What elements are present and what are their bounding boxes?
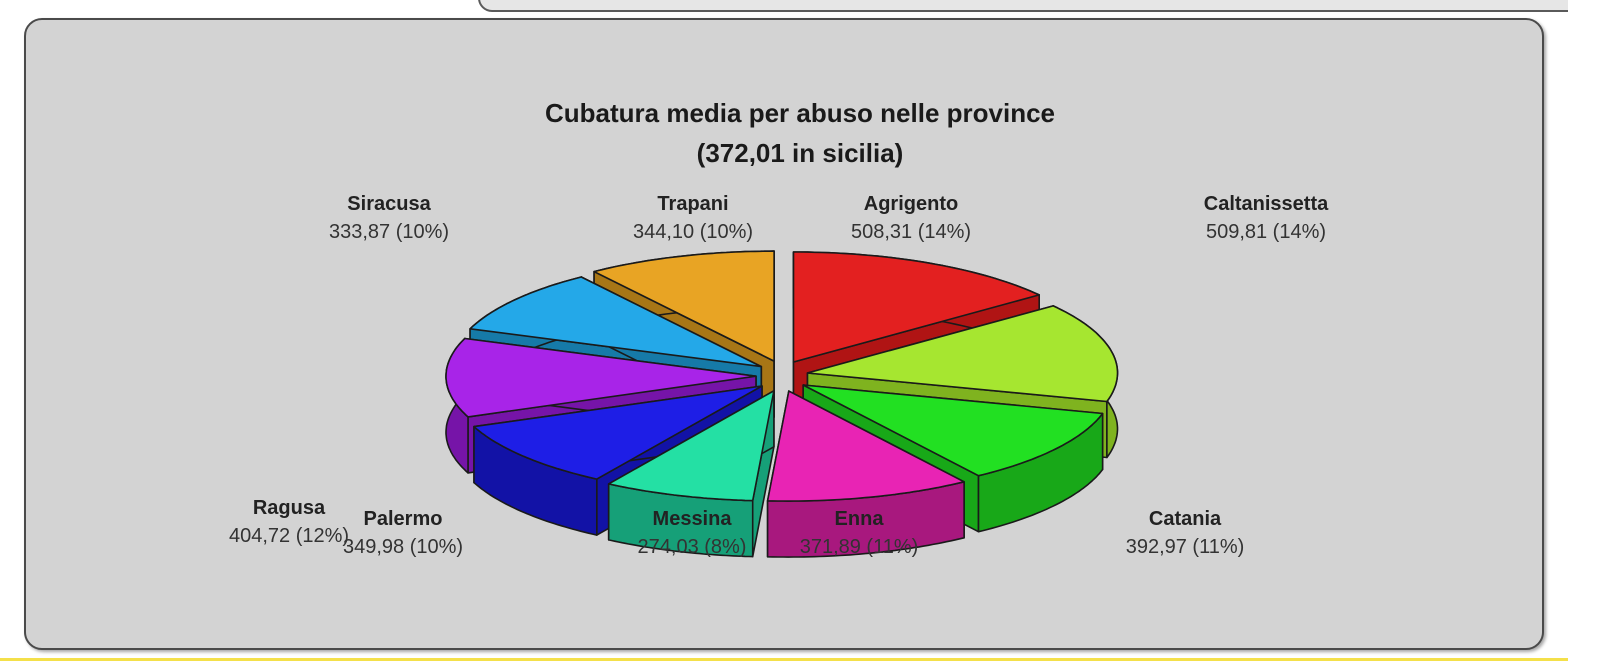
slice-value: 274,03 (8%) <box>637 536 747 558</box>
slice-top-trapani <box>593 250 775 362</box>
slice-label-catania: Catania 392,97 (11%) <box>1126 505 1245 561</box>
slice-value: 508,31 (14%) <box>850 221 972 243</box>
slice-name: Ragusa <box>252 497 326 519</box>
slice-name: Palermo <box>363 508 443 530</box>
slice-value: 333,87 (10%) <box>328 221 450 243</box>
slice-name: Catania <box>1148 508 1222 530</box>
slice-top-ragusa <box>445 337 757 418</box>
chart-title: Cubatura media per abuso nelle province <box>544 98 1056 128</box>
slice-label-siracusa: Siracusa 333,87 (10%) <box>329 190 449 246</box>
slice-name: Messina <box>652 508 732 530</box>
slice-value: 371,89 (11%) <box>799 536 919 558</box>
slice-label-caltanissetta: Caltanissetta 509,81 (14%) <box>1204 190 1329 246</box>
slice-value: 404,72 (12%) <box>228 525 350 547</box>
slice-name: Caltanissetta <box>1203 193 1329 215</box>
slice-label-palermo: Palermo 349,98 (10%) <box>343 505 463 561</box>
slice-name: Siracusa <box>347 193 431 215</box>
slice-value: 392,97 (11%) <box>1125 536 1245 558</box>
right-margin <box>1568 0 1600 672</box>
slice-top-caltanissetta <box>806 305 1119 403</box>
slice-label-enna: Enna 371,89 (11%) <box>800 505 919 561</box>
slice-value: 509,81 (14%) <box>1205 221 1327 243</box>
bottom-divider <box>0 658 1600 661</box>
chart-subtitle: (372,01 in sicilia) <box>696 138 904 168</box>
slice-label-ragusa: Ragusa 404,72 (12%) <box>229 494 349 550</box>
slice-value: 349,98 (10%) <box>342 536 464 558</box>
slice-label-trapani: Trapani 344,10 (10%) <box>633 190 753 246</box>
slice-top-enna <box>766 390 965 502</box>
slice-name: Trapani <box>657 193 729 215</box>
slice-top-agrigento <box>792 251 1040 363</box>
slice-value: 344,10 (10%) <box>632 221 754 243</box>
slice-label-agrigento: Agrigento 508,31 (14%) <box>851 190 971 246</box>
slice-top-palermo <box>473 385 763 480</box>
slice-label-messina: Messina 274,03 (8%) <box>638 505 747 561</box>
slice-top-catania <box>802 384 1104 477</box>
slice-name: Agrigento <box>863 193 959 215</box>
slice-top-messina <box>607 389 775 502</box>
slice-name: Enna <box>834 508 884 530</box>
slice-top-siracusa <box>469 276 763 368</box>
